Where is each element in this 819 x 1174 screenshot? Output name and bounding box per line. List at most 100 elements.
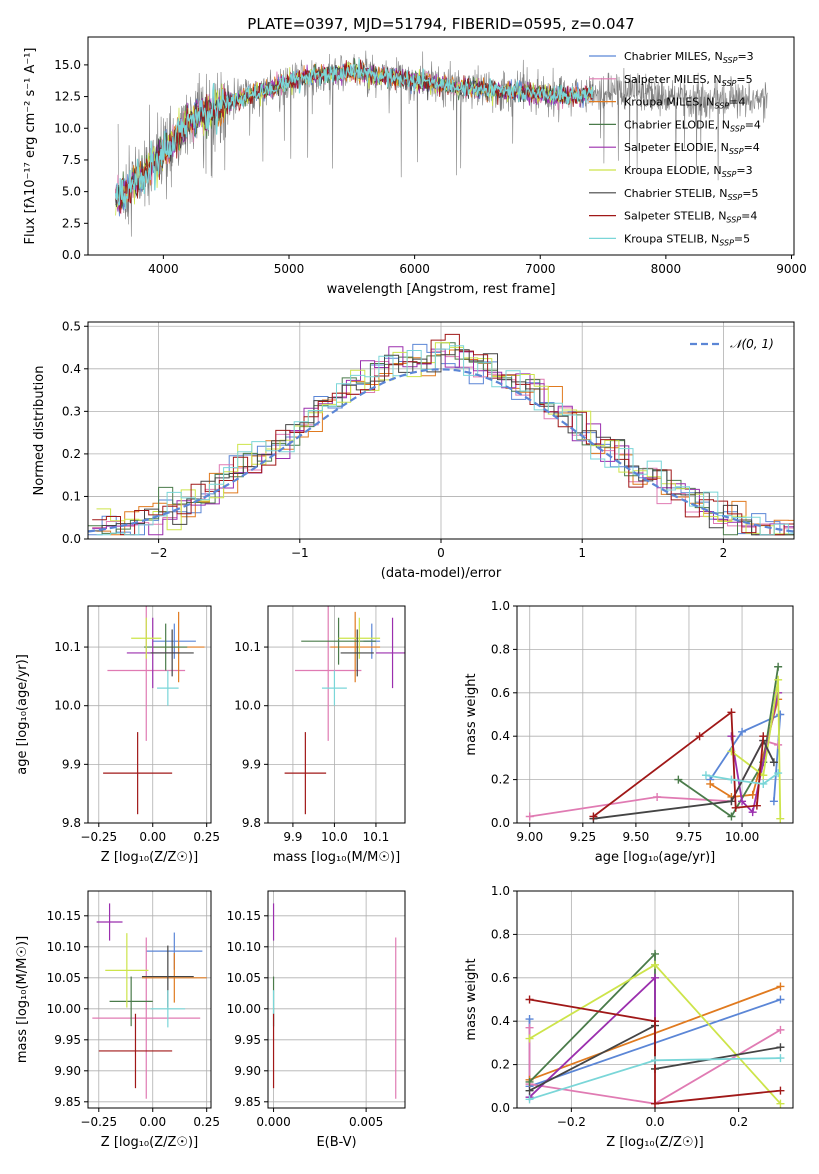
- legend-label: Chabrier MILES, NSSP=3: [624, 50, 754, 65]
- marker-plus: [651, 949, 659, 958]
- y-tick-label: 0.8: [491, 927, 510, 941]
- x-tick-label: 0.00: [139, 1115, 166, 1129]
- legend-label: Salpeter MILES, NSSP=5: [624, 73, 753, 88]
- histogram-chabrier-miles: [88, 343, 794, 536]
- y-tick-label: 9.85: [234, 1095, 261, 1109]
- histogram-kroupa-miles: [96, 349, 794, 536]
- y-tick-label: 0.2: [491, 1058, 510, 1072]
- errorbar-chabrier-stelib: [150, 629, 194, 677]
- x-axis-label: Z [log₁₀(Z/Z☉)]: [101, 850, 198, 865]
- series-kroupa-elodie: [525, 960, 785, 1108]
- y-tick-label: 9.8: [62, 816, 81, 830]
- y-tick-label: 0.5: [62, 319, 81, 333]
- errorbar-chabrier-elodie: [109, 976, 153, 1027]
- marker-plus: [674, 775, 683, 784]
- x-tick-label: 10.1: [363, 830, 390, 844]
- marker-plus: [727, 747, 736, 756]
- panel-mass-weight-vs-Z: −0.2 0.0 0.2 0.0 0.2 0.4 0.6 0.8 1.0 Z [log₁₀(Z/Z…: [464, 884, 794, 1150]
- marker-plus: [731, 803, 740, 812]
- legend-label: Chabrier STELIB, NSSP=5: [624, 187, 758, 202]
- y-tick-label: 10.15: [227, 909, 261, 923]
- y-tick-label: 5.0: [62, 185, 81, 199]
- errorbar-salpeter-miles: [92, 937, 201, 1099]
- marker-plus: [651, 1099, 659, 1108]
- errorbar-salpeter-elodie: [96, 903, 123, 941]
- axes-frame: [516, 605, 794, 824]
- y-tick-label: 0.1: [62, 489, 81, 503]
- x-axis-label: wavelength [Angstrom, rest frame]: [327, 282, 556, 297]
- x-tick-label: 4000: [148, 262, 179, 276]
- legend-label: 𝒩(0, 1): [730, 337, 774, 351]
- y-tick-label: 1.0: [491, 599, 510, 613]
- y-tick-label: 10.15: [47, 909, 81, 923]
- errorbar-chabrier-elodie: [144, 623, 188, 671]
- y-tick-label: 0.2: [62, 447, 81, 461]
- errorbar-salpeter-miles: [294, 606, 362, 741]
- x-tick-label: 0: [437, 546, 445, 560]
- y-tick-label: 10.0: [234, 699, 261, 713]
- y-tick-label: 10.0: [54, 121, 81, 135]
- x-tick-label: 0.2: [729, 1115, 748, 1129]
- histogram-chabrier-stelib: [88, 349, 794, 536]
- y-tick-label: 9.9: [242, 757, 261, 771]
- marker-plus: [769, 758, 778, 767]
- panel-residuals: −2 −1 0 1 2 0.0 0.1 0.2 0.3 0.4 0.5 (data-model)/er…: [32, 319, 795, 581]
- y-tick-label: 7.5: [62, 153, 81, 167]
- marker-plus: [769, 797, 778, 806]
- series-salpeter-stelib: [589, 708, 768, 821]
- errorbar-kroupa-elodie: [105, 933, 149, 1008]
- x-axis-label: age [log₁₀(age/yr)]: [595, 850, 716, 865]
- axes-frame: [516, 890, 794, 1109]
- marker-plus: [759, 771, 768, 780]
- marker-plus: [525, 1095, 534, 1104]
- y-tick-label: 9.95: [234, 1033, 261, 1047]
- marker-plus: [748, 808, 757, 817]
- x-tick-label: 0.00: [139, 830, 166, 844]
- marker-plus: [525, 812, 534, 821]
- axes-frame: [267, 890, 406, 1109]
- y-tick-label: 0.4: [62, 362, 81, 376]
- marker-plus: [774, 675, 783, 684]
- marker-plus: [752, 801, 761, 810]
- plot-area: [284, 606, 405, 815]
- y-tick-label: 10.1: [234, 640, 261, 654]
- y-tick-label: 0.6: [491, 971, 510, 985]
- histogram-salpeter-miles: [92, 350, 794, 536]
- errorbar-kroupa-miles: [141, 953, 207, 1003]
- x-tick-label: 9.25: [569, 830, 596, 844]
- histogram-kroupa-elodie: [96, 342, 794, 536]
- panel-age-vs-Z: −0.25 0.00 0.25 9.8 9.9 10.0 10.1 Z [log₁₀(Z/Z☉…: [15, 605, 220, 865]
- y-axis-label: mass [log₁₀(M/M☉)]: [15, 936, 30, 1063]
- panel-spectrum: 4000 5000 6000 7000 8000 9000 0.0 2.5 5.0 7.5 10.0…: [23, 15, 807, 297]
- y-tick-label: 0.0: [62, 248, 81, 262]
- series-kroupa-stelib: [525, 1054, 785, 1104]
- series-kroupa-stelib: [701, 769, 783, 788]
- errorbar-salpeter-stelib: [98, 1013, 173, 1089]
- y-tick-label: 0.4: [491, 1014, 510, 1028]
- marker-plus: [653, 792, 662, 801]
- x-axis-label: (data-model)/error: [381, 566, 502, 581]
- errorbar-kroupa-stelib: [157, 670, 179, 706]
- y-tick-label: 10.1: [54, 640, 81, 654]
- errorbar-salpeter-stelib: [284, 732, 327, 815]
- y-axis-label: Flux [fλ10⁻¹⁷ erg cm⁻² s⁻¹ A⁻¹]: [23, 48, 38, 245]
- marker-plus: [525, 1086, 534, 1095]
- marker-plus: [651, 960, 659, 969]
- x-tick-label: 10.00: [725, 830, 759, 844]
- panel-mass-vs-Z: −0.25 0.00 0.25 9.85 9.90 9.95 10.00 10.05 10.10…: [15, 890, 220, 1150]
- errorbar-kroupa-stelib: [150, 990, 186, 1028]
- x-tick-label: 1: [578, 546, 586, 560]
- errorbar-chabrier-stelib: [340, 629, 374, 677]
- marker-plus: [525, 1034, 534, 1043]
- marker-plus: [759, 732, 768, 741]
- y-tick-label: 9.95: [54, 1033, 81, 1047]
- marker-plus: [651, 1056, 659, 1065]
- gaussian-curve: [88, 368, 794, 533]
- plot-area: [272, 903, 397, 1099]
- marker-plus: [776, 982, 785, 991]
- x-tick-label: 9.50: [623, 830, 650, 844]
- marker-plus: [759, 779, 768, 788]
- marker-plus: [776, 814, 785, 823]
- panel-mass-vs-EBV: 0.000 0.005 9.85 9.90 9.95 10.00 10.05 10.10 10.…: [227, 890, 406, 1150]
- marker-plus: [525, 995, 534, 1004]
